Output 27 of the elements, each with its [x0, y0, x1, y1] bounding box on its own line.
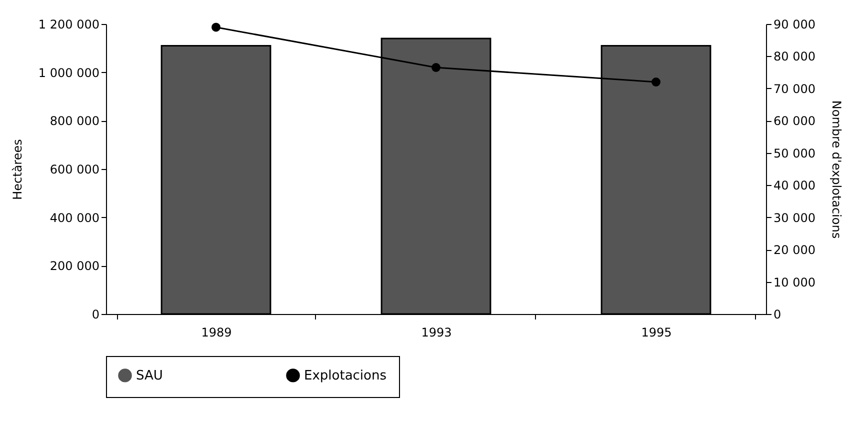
- y-tick-label: 800 000: [50, 114, 100, 128]
- x-tick-label: 1995: [641, 326, 672, 340]
- y2-tick-label: 10 000: [774, 275, 816, 290]
- legend-label: Explotacions: [304, 368, 387, 384]
- x-tick-label: 1993: [421, 326, 452, 340]
- y2-tick-label: 90 000: [774, 18, 816, 32]
- y-axis-title: Hectàrees: [10, 139, 24, 200]
- y2-tick-label: 70 000: [774, 82, 816, 96]
- y-tick-label: 0: [92, 308, 100, 322]
- y2-tick-label: 20 000: [774, 243, 816, 258]
- point: [652, 78, 660, 86]
- y2-tick-label: 50 000: [774, 146, 816, 160]
- y2-tick-label: 80 000: [774, 50, 816, 64]
- y-tick-label: 400 000: [50, 210, 100, 225]
- y-tick-label: 200 000: [50, 259, 100, 274]
- y-tick-label: 1 200 000: [38, 18, 100, 32]
- point: [432, 63, 440, 72]
- x-tick-label: 1989: [201, 326, 232, 340]
- y2-tick-label: 60 000: [774, 114, 816, 128]
- legend-label: SAU: [136, 368, 163, 384]
- y-tick-label: 600 000: [50, 162, 100, 176]
- y-tick-label: 1 000 000: [38, 66, 100, 80]
- y2-tick-label: 0: [774, 308, 782, 322]
- y2-axis-title: Nombre d'explotacions: [829, 100, 844, 239]
- y2-tick-label: 40 000: [774, 178, 816, 193]
- point: [212, 22, 220, 32]
- y2-tick-label: 30 000: [774, 210, 816, 225]
